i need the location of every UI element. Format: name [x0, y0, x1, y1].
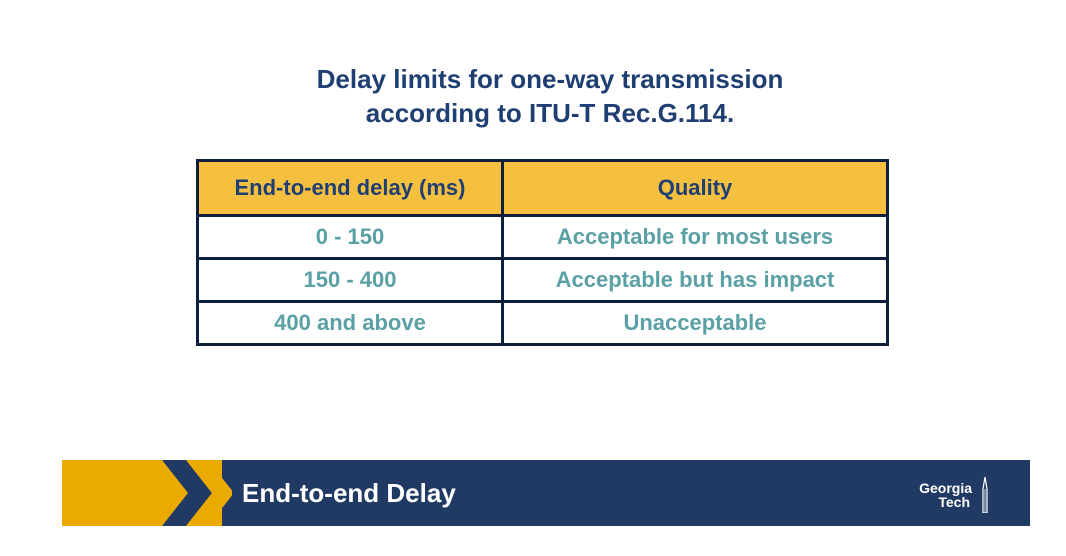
logo-word-georgia: Georgia	[919, 480, 972, 496]
table-header-row: End-to-end delay (ms) Quality	[196, 159, 889, 217]
slide-title: Delay limits for one-way transmission ac…	[0, 62, 1066, 130]
quality-cell: Unacceptable	[501, 300, 889, 346]
table-row: 400 and above Unacceptable	[196, 300, 889, 346]
quality-cell: Acceptable but has impact	[501, 257, 889, 303]
quality-cell: Acceptable for most users	[501, 214, 889, 260]
footer-banner: End-to-end Delay Georgia Tech	[62, 460, 1030, 526]
header-end-to-end-delay: End-to-end delay (ms)	[196, 159, 504, 217]
logo-word-tech: Tech	[938, 494, 970, 510]
table-row: 0 - 150 Acceptable for most users	[196, 214, 889, 260]
georgia-tech-logo: Georgia Tech	[904, 477, 994, 513]
footer-title: End-to-end Delay	[242, 478, 456, 508]
tech-tower-icon	[982, 477, 988, 513]
table-row: 150 - 400 Acceptable but has impact	[196, 257, 889, 303]
slide-title-line-1: Delay limits for one-way transmission	[316, 64, 784, 94]
delay-limits-table: End-to-end delay (ms) Quality 0 - 150 Ac…	[196, 159, 889, 346]
delay-cell: 150 - 400	[196, 257, 504, 303]
header-quality: Quality	[501, 159, 889, 217]
delay-cell: 0 - 150	[196, 214, 504, 260]
slide-title-line-2: according to ITU-T Rec.G.114.	[365, 98, 735, 128]
delay-cell: 400 and above	[196, 300, 504, 346]
chevron-arrows-icon	[162, 460, 232, 526]
